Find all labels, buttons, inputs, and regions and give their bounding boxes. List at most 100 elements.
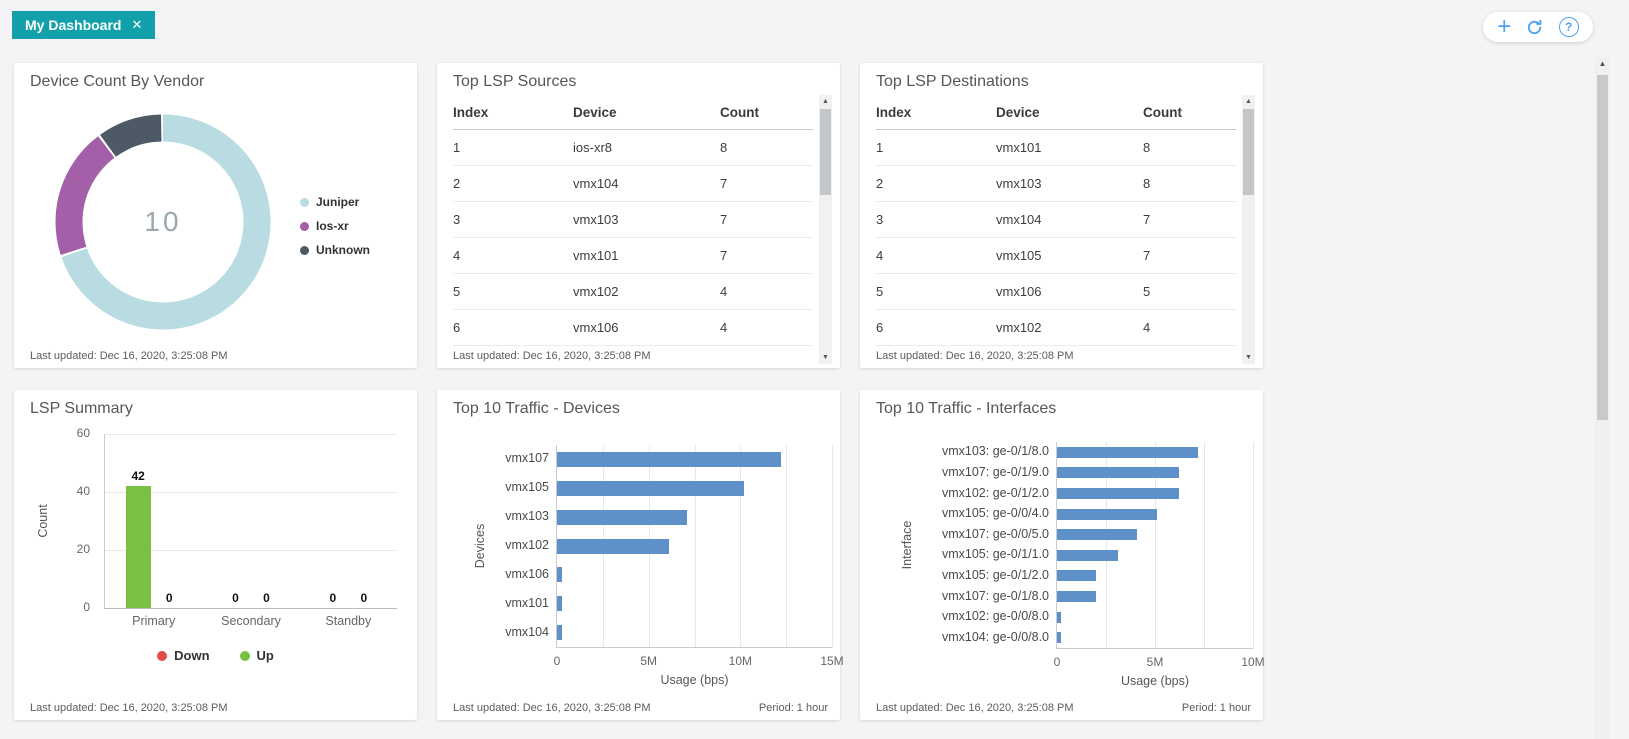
table-row: 3 vmx103 7 [453,202,813,238]
bar[interactable] [1057,570,1097,582]
bar-value-label: 0 [232,591,239,605]
legend-label: Ios-xr [316,219,349,233]
bar[interactable] [557,596,562,612]
bar-up[interactable] [125,486,151,608]
page-scrollbar[interactable]: ▲ [1595,57,1610,739]
column-header: Device [573,105,617,120]
scrollbar-thumb[interactable] [820,109,831,195]
bar[interactable] [557,509,688,525]
add-widget-button[interactable]: + [1497,13,1512,40]
gridline [105,550,397,551]
x-category-label: Secondary [221,614,281,628]
category-label: vmx104: ge-0/0/8.0 [941,629,1049,644]
refresh-icon [1525,18,1544,37]
scrollbar-thumb[interactable] [1243,109,1254,195]
bar[interactable] [557,625,562,641]
y-tick-label: 60 [76,426,90,440]
x-tick-label: 0 [553,654,561,668]
help-icon: ? [1558,17,1579,37]
table-cell: 7 [720,212,728,227]
bar[interactable] [1057,446,1199,458]
table-row: 5 vmx102 4 [453,274,813,310]
table-scrollbar[interactable]: ▲ ▼ [1242,95,1255,364]
legend-item-ios-xr[interactable]: Ios-xr [300,219,370,233]
help-button[interactable]: ? [1558,17,1579,37]
table-cell: vmx105 [996,248,1042,263]
bar[interactable] [557,480,744,496]
legend-dot [239,650,250,661]
traffic-interfaces-chart: Interface Usage (bps) vmx103: ge-0/1/8.0… [900,442,1265,688]
panel-top-traffic-devices: Top 10 Traffic - Devices Devices Usage (… [437,390,844,720]
legend-dot [300,245,309,255]
category-label: vmx105: ge-0/0/4.0 [941,506,1049,521]
dashboard-tab[interactable]: My Dashboard ✕ [12,11,156,39]
bar[interactable] [557,538,669,554]
legend-dot [300,197,309,207]
table-cell: vmx104 [996,212,1042,227]
bar[interactable] [1057,467,1179,479]
panel-title: Top LSP Destinations [876,73,1029,90]
category-label: vmx102 [505,538,549,552]
bar[interactable] [1057,591,1097,602]
scroll-up-icon[interactable]: ▲ [822,98,829,105]
y-tick-label: 20 [76,542,90,556]
category-label: vmx107: ge-0/1/8.0 [941,588,1049,603]
x-tick-label: 15M [820,654,844,668]
legend-label: Unknown [316,243,370,257]
table-cell: 4 [720,284,728,299]
table-header-row: Index Device Count [453,96,813,130]
table-cell: 4 [720,320,728,335]
bar[interactable] [1057,488,1179,499]
scrollbar-thumb[interactable] [1597,75,1608,420]
y-axis-label: Interface [900,520,914,570]
gridline [1155,442,1156,648]
gridline [694,445,696,647]
bar[interactable] [1057,549,1118,561]
category-label: vmx101 [505,595,549,610]
plus-icon: + [1497,13,1512,40]
category-label: vmx107 [505,451,549,466]
bar[interactable] [557,451,781,467]
table-cell: 6 [876,320,884,335]
close-icon[interactable]: ✕ [131,17,143,32]
bar[interactable] [1057,508,1157,520]
legend-dot [157,650,168,661]
donut-slice-juniper[interactable] [55,114,271,330]
legend-item-down[interactable]: Down [157,648,210,663]
bar[interactable] [1057,611,1061,623]
table-cell: 4 [453,248,461,263]
table-cell: vmx104 [573,176,619,191]
legend-item-unknown[interactable]: Unknown [300,243,370,257]
refresh-button[interactable] [1525,18,1544,37]
bar-value-label: 0 [329,591,337,605]
category-label: vmx106 [505,566,549,581]
legend-item-juniper[interactable]: Juniper [300,195,370,209]
table-scrollbar[interactable]: ▲ ▼ [819,95,832,364]
scroll-down-icon[interactable]: ▼ [822,354,829,361]
table-cell: 5 [876,284,884,299]
bar-value-label: 0 [360,591,368,605]
donut-slice-ios-xr[interactable] [55,114,271,330]
scroll-up-icon[interactable]: ▲ [1598,59,1607,68]
legend-item-up[interactable]: Up [239,648,274,663]
gridline [740,445,742,647]
bar[interactable] [1057,529,1138,541]
last-updated-text: Last updated: Dec 16, 2020, 3:25:08 PM [30,702,228,714]
bar[interactable] [1057,632,1061,644]
table-cell: 8 [1143,176,1151,191]
x-axis-label: Usage (bps) [1120,674,1190,688]
gridline [832,445,833,647]
table-cell: 1 [876,140,884,155]
column-header: Count [720,105,759,120]
table-cell: vmx101 [996,140,1042,155]
panel-title: Top 10 Traffic - Devices [453,400,620,417]
bar[interactable] [557,567,562,583]
last-updated-text: Last updated: Dec 16, 2020, 3:25:08 PM [453,350,651,362]
scroll-down-icon[interactable]: ▼ [1245,354,1252,361]
panel-device-count-by-vendor: Device Count By Vendor 10 Juniper Ios-xr U… [14,63,417,368]
scroll-up-icon[interactable]: ▲ [1245,98,1252,105]
x-tick-label: 10M [728,654,752,668]
x-tick-label: 10M [1241,655,1265,669]
table-cell: vmx103 [996,176,1042,191]
table-row: 5 vmx106 5 [876,274,1236,310]
